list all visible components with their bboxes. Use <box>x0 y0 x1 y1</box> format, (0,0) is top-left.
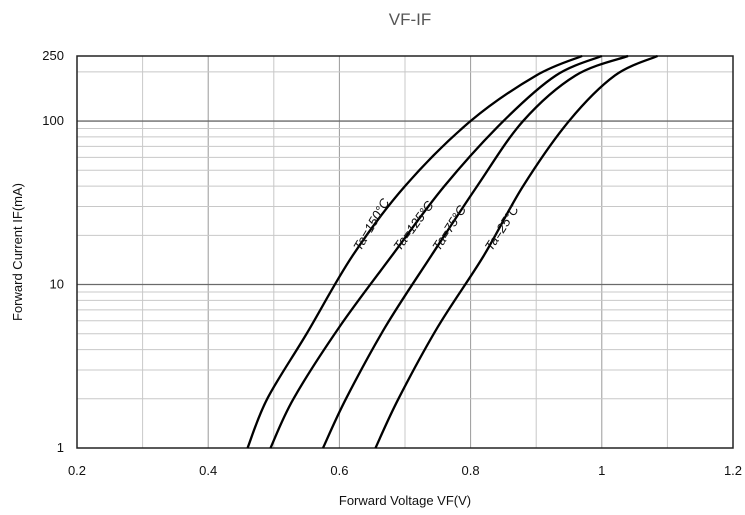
series-curve <box>374 54 659 449</box>
x-tick-label: 1 <box>598 463 605 478</box>
series-curve <box>321 54 629 449</box>
grid-lines <box>77 56 733 448</box>
x-tick-label: 1.2 <box>724 463 742 478</box>
y-tick-label: 250 <box>42 48 64 63</box>
y-tick-labels: 1 10 100 250 <box>42 48 64 455</box>
chart-title: VF-IF <box>389 10 432 29</box>
series-label: Ta=150°C <box>350 195 393 253</box>
x-tick-labels: 0.2 0.4 0.6 0.8 1 1.2 <box>68 463 742 478</box>
x-axis-label: Forward Voltage VF(V) <box>339 493 471 508</box>
x-tick-label: 0.4 <box>199 463 217 478</box>
y-tick-label: 100 <box>42 113 64 128</box>
y-tick-label: 10 <box>50 277 64 292</box>
series-label: Ta=25°C <box>482 202 522 253</box>
series-labels: Ta=150°CTa=125°CTa=75°C Ta=25°C <box>350 195 522 253</box>
x-tick-label: 0.2 <box>68 463 86 478</box>
series-label: Ta=75°C <box>429 202 469 253</box>
x-tick-label: 0.8 <box>462 463 480 478</box>
series-curve <box>269 54 603 449</box>
plot-frame <box>76 55 734 449</box>
y-axis-label: Forward Current IF(mA) <box>10 183 25 321</box>
x-tick-label: 0.6 <box>330 463 348 478</box>
y-tick-label: 1 <box>57 440 64 455</box>
series-curve <box>246 54 583 449</box>
series-curves <box>246 54 659 449</box>
